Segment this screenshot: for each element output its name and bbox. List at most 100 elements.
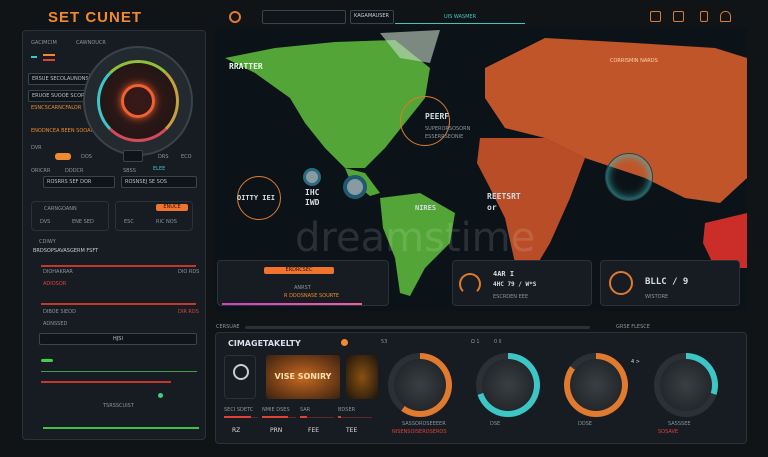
label-south-atl-1: REETSRT: [487, 192, 521, 201]
slider-fill: [224, 416, 252, 418]
card-right-val-1: ESC: [124, 219, 134, 225]
map-card-3: BLLC / 9 WISTORE: [600, 260, 740, 306]
field-3: ESNCSCARNCFALOR: [31, 105, 82, 111]
bottom-title: CIMAGETAKELTY: [228, 339, 301, 348]
greenland: [380, 30, 440, 63]
gauge-face: [482, 359, 534, 411]
home-icon[interactable]: [720, 11, 731, 22]
map-card-1-text: ANRST: [294, 285, 311, 291]
indian-marker[interactable]: [605, 153, 653, 201]
label-atlantic-sub-2: ESSERRSEONIE: [425, 134, 464, 140]
map-card-2: 4AR I 4HC 79 / W*S ESCRDEN EEE: [452, 260, 592, 306]
slider-track[interactable]: [338, 417, 372, 418]
gauge-dial[interactable]: [564, 353, 628, 417]
search-input[interactable]: [262, 10, 346, 24]
card-left: CARNGOANN DVS ENE SED: [31, 201, 109, 231]
toggle-switch[interactable]: [55, 153, 71, 160]
top-label-2: Ω 1: [471, 339, 480, 345]
slider-card[interactable]: SECI SDETC RZ: [224, 407, 258, 439]
pacific-marker[interactable]: [237, 176, 281, 220]
top-label-3: 0 ll: [494, 339, 502, 345]
section-3-label: TSRSSCUIST: [103, 403, 134, 409]
map-card-3-foot: WISTORE: [645, 294, 669, 300]
card-left-val-1: DVS: [40, 219, 51, 225]
card-left-title: CARNGOANN: [44, 206, 77, 212]
europe-asia: [485, 38, 747, 203]
list-item-2[interactable]: DIOHAKRAR: [43, 269, 73, 275]
card-right: ENUCE ESC RIC NOS: [115, 201, 193, 231]
card-right-button[interactable]: ENUCE: [156, 204, 188, 211]
main-dial[interactable]: [83, 46, 193, 156]
tile-sensor[interactable]: [224, 355, 256, 399]
indicator-orange: [43, 54, 55, 56]
strip-left-label: CERSUAE: [216, 324, 240, 330]
label-atlantic: PEERF: [425, 112, 450, 121]
dial-core: [121, 84, 155, 118]
node-1[interactable]: [303, 168, 321, 186]
slider-label: BDSER: [338, 407, 356, 413]
list-title: CDIWY: [39, 239, 56, 245]
list-item-3[interactable]: ADIOSOR: [43, 281, 67, 287]
slider-value: RZ: [232, 427, 241, 434]
tab-kagamauser[interactable]: KAGAMAUSER: [350, 10, 394, 24]
strip-bar: [245, 326, 590, 329]
battery-icon[interactable]: [700, 11, 708, 22]
slider-card[interactable]: SAR FEE: [300, 407, 334, 439]
gauge-dial[interactable]: [476, 353, 540, 417]
bottom-panel: CIMAGETAKELTY 53 Ω 1 0 ll VISE SONIRY SE…: [215, 332, 747, 444]
sensor-icon: [233, 364, 249, 380]
map-card-2-sub: 4HC 79 / W*S: [493, 281, 537, 288]
node-2[interactable]: [343, 175, 367, 199]
map-card-3-title: BLLC / 9: [645, 277, 689, 287]
map-svg: [225, 30, 747, 296]
list-item-4[interactable]: DIBOE SIEOD: [43, 309, 76, 315]
map-card-1-button[interactable]: ERDRCSEC: [264, 267, 334, 274]
list-bar-1: [41, 265, 196, 267]
field-2[interactable]: ERUOE SUOOE SCOR: [28, 90, 90, 102]
tile-spark[interactable]: [346, 355, 378, 399]
row-field-2[interactable]: ROSNSEJ SE SOS: [121, 176, 197, 188]
sub-2: DDDCR: [65, 168, 84, 174]
slider-card[interactable]: BDSER TEE: [338, 407, 372, 439]
row-field-1[interactable]: ROSRRS SEF DOR: [43, 176, 115, 188]
section-bar-1: HJSI: [39, 333, 197, 345]
gauge-face: [394, 359, 446, 411]
list-bar-2: [41, 303, 196, 305]
calendar-icon[interactable]: [673, 11, 684, 22]
sub-3: SBSS: [123, 168, 136, 174]
label-asia: CORRISMIN NARDS: [610, 58, 658, 64]
report-icon[interactable]: [650, 11, 661, 22]
indicator-red: [43, 59, 55, 61]
list-item-5[interactable]: ADNSSED: [43, 321, 68, 327]
gauge-face: [570, 359, 622, 411]
top-label-1: 53: [381, 339, 388, 345]
gauge-dial[interactable]: [654, 353, 718, 417]
list-item-1[interactable]: BRDSOPSAVASGERM FSFT: [33, 248, 99, 254]
gauge-dial[interactable]: [388, 353, 452, 417]
feature-tile[interactable]: VISE SONIRY: [266, 355, 340, 399]
atlantic-marker[interactable]: [400, 96, 450, 146]
slider-fill: [338, 416, 342, 418]
gauge-face: [660, 359, 712, 411]
control-box[interactable]: [123, 150, 143, 162]
sub-1: ORICRR: [31, 168, 51, 174]
strip-right-label: GRSE FLESCE: [616, 324, 650, 330]
graph-green: [41, 359, 53, 362]
label-pacific-2a: IHC: [305, 188, 320, 197]
field-1[interactable]: ERSUE SECOLAUNONSPER: [28, 73, 98, 85]
label-pacific: OITTY IEI: [237, 194, 275, 202]
logo-icon[interactable]: [229, 11, 241, 23]
left-panel: GACIMCIM CAWNOUCR ERSUE SECOLAUNONSPER E…: [22, 30, 206, 440]
slider-label: SAR: [300, 407, 311, 413]
slider-fill: [300, 416, 307, 418]
graph-point: [158, 393, 163, 398]
map-card-2-foot: ESCRDEN EEE: [493, 294, 529, 300]
slider-track[interactable]: [300, 417, 334, 418]
slider-card[interactable]: NMIE DSES PRN: [262, 407, 296, 439]
map-card-2-icon: [459, 273, 481, 295]
gauge-sub: SOSAVE: [658, 429, 679, 435]
tab-uis-wasmer[interactable]: UIS WASMER: [395, 10, 525, 24]
gauge-label: DDSE: [578, 421, 593, 427]
label-south-atl-2: or: [487, 203, 497, 212]
dial-ring: [97, 60, 179, 142]
